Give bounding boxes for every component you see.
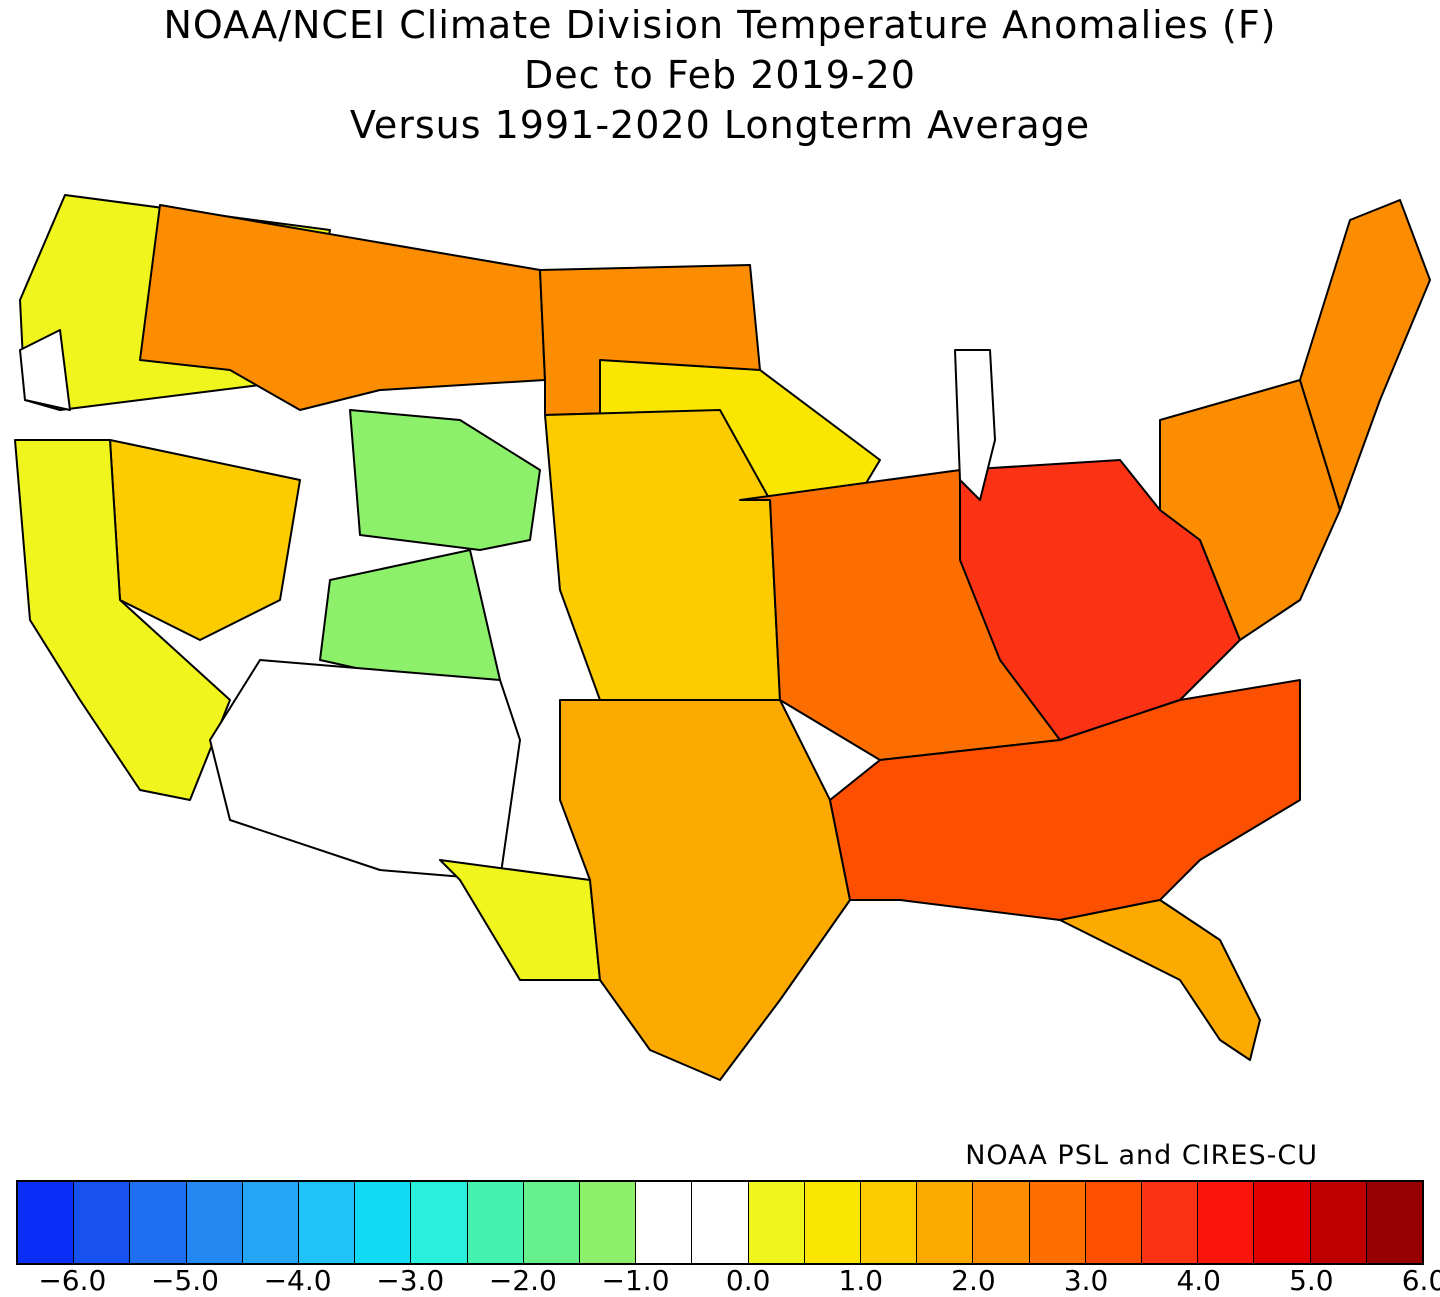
region-nevada	[109, 439, 301, 641]
region-texas	[559, 699, 851, 1081]
credit-text: NOAA PSL and CIRES-CU	[965, 1140, 1318, 1171]
colorbar-tick-label: 5.0	[1289, 1264, 1334, 1297]
colorbar-swatch	[74, 1182, 131, 1263]
colorbar-swatch	[1029, 1182, 1086, 1263]
colorbar-swatch	[18, 1182, 75, 1263]
colorbar-tick-label: −4.0	[263, 1264, 332, 1297]
colorbar-swatch	[973, 1182, 1030, 1263]
colorbar-tick-label: −1.0	[601, 1264, 670, 1297]
colorbar-tick-label: 0.0	[725, 1264, 771, 1297]
title-line-1: NOAA/NCEI Climate Division Temperature A…	[163, 3, 1277, 47]
region-central-plains	[544, 409, 781, 701]
colorbar-swatch	[580, 1182, 637, 1263]
title-line-2: Dec to Feb 2019-20	[524, 53, 916, 97]
title-line-3: Versus 1991-2020 Longterm Average	[349, 103, 1091, 147]
region-wyoming	[349, 409, 541, 551]
region-california	[14, 439, 231, 801]
region-western-oregon	[19, 329, 71, 411]
us-anomaly-map	[0, 180, 1440, 1100]
colorbar-swatch	[804, 1182, 862, 1263]
colorbar-swatch	[411, 1182, 468, 1263]
colorbar-swatch	[467, 1182, 524, 1263]
colorbar-swatch	[299, 1182, 356, 1263]
region-four-corners	[209, 659, 521, 881]
colorbar-swatch	[1142, 1182, 1199, 1263]
colorbar-swatch	[861, 1182, 918, 1263]
colorbar-swatch	[1085, 1182, 1143, 1263]
colorbar-tick-label: −5.0	[150, 1264, 219, 1297]
colorbar-swatch	[1198, 1182, 1255, 1263]
colorbar-swatch	[130, 1182, 187, 1263]
colorbar-swatch	[1366, 1182, 1423, 1263]
colorbar-tick-label: 3.0	[1063, 1264, 1109, 1297]
colorbar-swatch	[186, 1182, 243, 1263]
lake-michigan	[954, 349, 996, 501]
colorbar-ticks: −6.0 −5.0 −4.0 −3.0 −2.0 −1.0 0.0 1.0 2.0 3.0 4.0 5…	[16, 1262, 1440, 1297]
colorbar-swatch	[636, 1182, 693, 1263]
colorbar-swatch	[1310, 1182, 1367, 1263]
colorbar-swatch	[917, 1182, 974, 1263]
region-utah	[319, 549, 501, 681]
colorbar-tick-label: 1.0	[838, 1264, 884, 1297]
map-title: NOAA/NCEI Climate Division Temperature A…	[0, 0, 1440, 150]
colorbar-swatch	[748, 1182, 805, 1263]
colorbar-tick-label: 6.0	[1401, 1264, 1440, 1297]
colorbar-tick-label: −6.0	[38, 1264, 107, 1297]
colorbar-tick-label: 2.0	[951, 1264, 996, 1297]
colorbar-swatch	[355, 1182, 412, 1263]
colorbar-swatch	[1254, 1182, 1311, 1263]
region-new-england	[1299, 199, 1431, 511]
colorbar-swatch	[242, 1182, 300, 1263]
region-west-texas	[439, 859, 601, 981]
colorbar-swatch	[523, 1182, 581, 1263]
colorbar-tick-label: −3.0	[376, 1264, 445, 1297]
region-southeast	[829, 679, 1301, 921]
map-svg	[14, 194, 1431, 1081]
region-ohio-valley	[959, 459, 1241, 741]
colorbar-tick-label: −2.0	[488, 1264, 557, 1297]
region-florida	[1059, 899, 1261, 1061]
colorbar	[16, 1180, 1424, 1265]
colorbar-tick-label: 4.0	[1176, 1264, 1221, 1297]
colorbar-swatch	[692, 1182, 749, 1263]
